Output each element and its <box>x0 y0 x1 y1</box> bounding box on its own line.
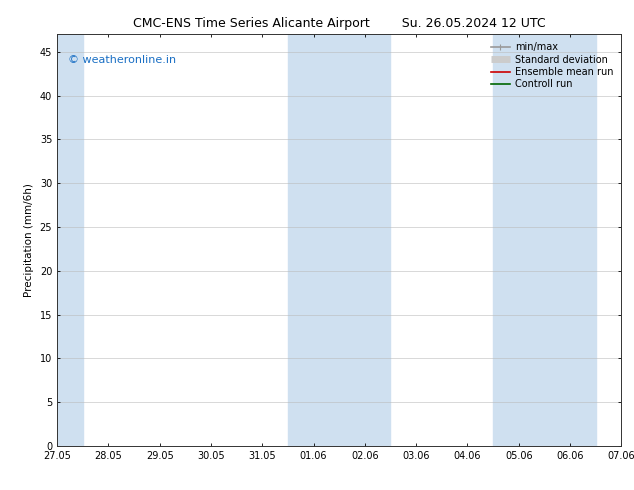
Text: © weatheronline.in: © weatheronline.in <box>68 55 176 65</box>
Bar <box>288 34 391 446</box>
Bar <box>32 34 82 446</box>
Title: CMC-ENS Time Series Alicante Airport        Su. 26.05.2024 12 UTC: CMC-ENS Time Series Alicante Airport Su.… <box>133 17 545 30</box>
Legend: min/max, Standard deviation, Ensemble mean run, Controll run: min/max, Standard deviation, Ensemble me… <box>488 39 616 92</box>
Y-axis label: Precipitation (mm/6h): Precipitation (mm/6h) <box>24 183 34 297</box>
Bar <box>493 34 596 446</box>
